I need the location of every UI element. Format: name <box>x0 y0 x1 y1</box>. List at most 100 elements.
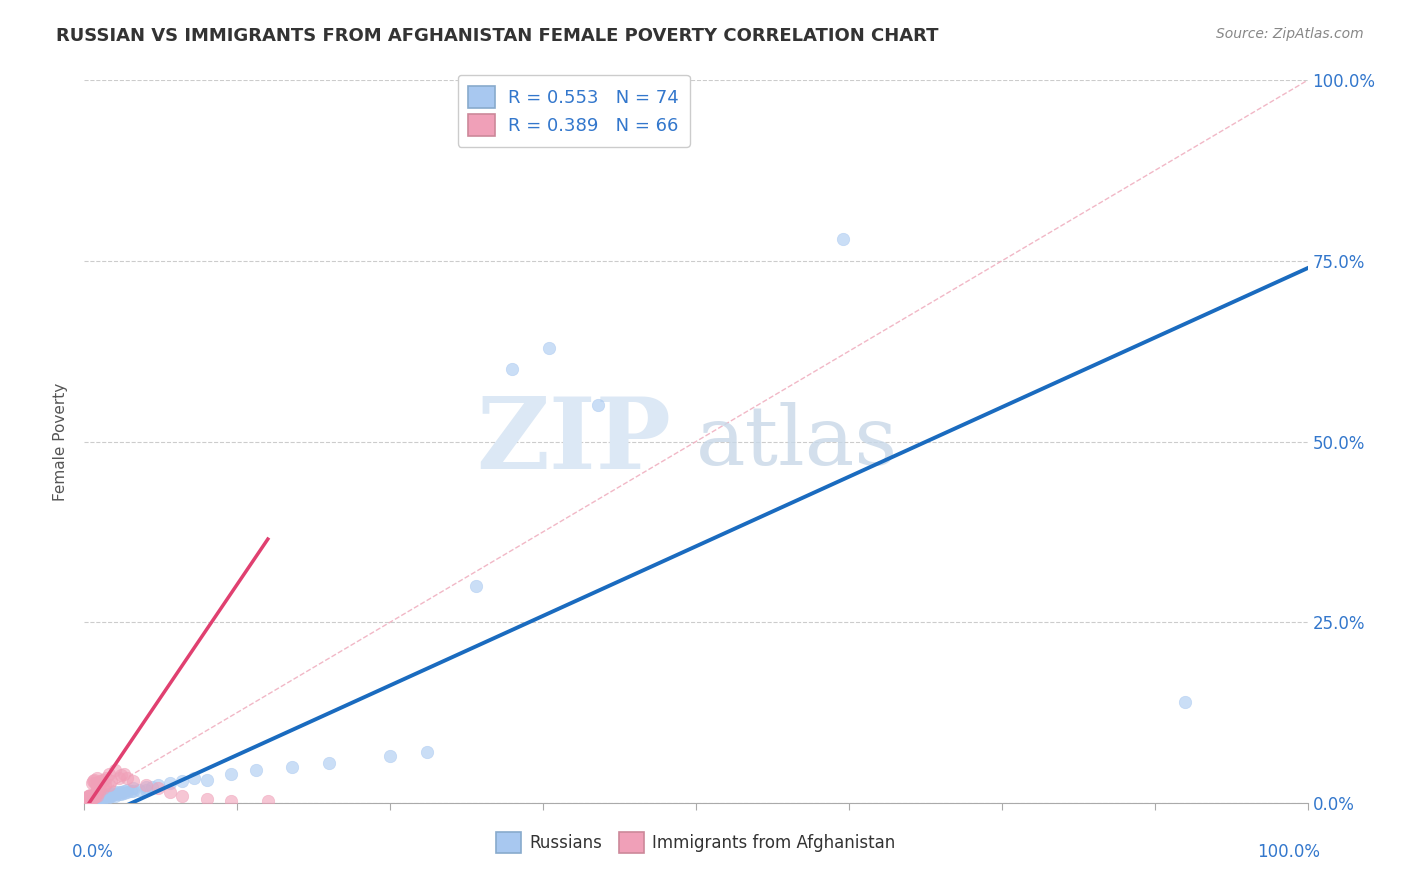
Point <box>79 789 101 804</box>
Point <box>146 778 169 792</box>
Point <box>83 791 105 805</box>
Point <box>100 787 122 801</box>
Point <box>318 756 340 770</box>
Point <box>79 790 101 805</box>
Point <box>82 774 104 789</box>
Point <box>97 767 120 781</box>
Point <box>80 789 103 804</box>
Point <box>83 789 105 803</box>
Point <box>91 789 114 803</box>
Point <box>79 790 101 805</box>
Point <box>86 793 108 807</box>
Point <box>120 784 142 798</box>
Point <box>91 790 114 805</box>
Point <box>89 790 111 805</box>
Point <box>86 790 108 805</box>
Point <box>135 782 157 797</box>
Point <box>86 789 108 803</box>
Point <box>122 774 145 789</box>
Point <box>115 785 138 799</box>
Point <box>91 791 114 805</box>
Point <box>128 782 150 797</box>
Point <box>84 789 107 804</box>
Point <box>76 792 98 806</box>
Point <box>281 760 304 774</box>
Point <box>104 785 127 799</box>
Point <box>77 790 100 805</box>
Point <box>110 768 132 782</box>
Point <box>86 785 108 799</box>
Point <box>83 790 105 805</box>
Point <box>107 771 129 785</box>
Point <box>77 790 100 805</box>
Text: atlas: atlas <box>696 401 898 482</box>
Point <box>416 745 439 759</box>
Point <box>76 793 98 807</box>
Point <box>77 790 100 805</box>
Point <box>79 792 101 806</box>
Text: 0.0%: 0.0% <box>72 843 114 861</box>
Point <box>107 787 129 801</box>
Point <box>79 789 101 803</box>
Point <box>91 772 114 787</box>
Point <box>86 778 108 792</box>
Point <box>87 785 110 799</box>
Point <box>159 775 181 789</box>
Point <box>104 789 127 803</box>
Point <box>83 772 105 787</box>
Point <box>83 790 105 805</box>
Point <box>97 787 120 801</box>
Point <box>89 774 111 789</box>
Point <box>79 790 101 805</box>
Point <box>135 780 157 794</box>
Point <box>79 791 101 805</box>
Point <box>91 781 114 796</box>
Point <box>831 232 853 246</box>
Point <box>87 791 110 805</box>
Point <box>219 767 242 781</box>
Point <box>86 790 108 805</box>
Point <box>77 789 100 804</box>
Y-axis label: Female Poverty: Female Poverty <box>53 383 69 500</box>
Point <box>79 790 101 805</box>
Point <box>87 790 110 805</box>
Point <box>245 764 267 778</box>
Point <box>76 791 98 805</box>
Point <box>83 792 105 806</box>
Point <box>96 788 118 802</box>
Point <box>79 792 101 806</box>
Point <box>502 362 524 376</box>
Point <box>86 791 108 805</box>
Point <box>86 788 108 802</box>
Point <box>97 789 120 803</box>
Point <box>77 791 100 805</box>
Point <box>122 784 145 798</box>
Legend: Russians, Immigrants from Afghanistan: Russians, Immigrants from Afghanistan <box>489 826 903 860</box>
Point <box>77 789 100 803</box>
Point <box>83 789 105 803</box>
Text: 100.0%: 100.0% <box>1257 843 1320 861</box>
Text: Source: ZipAtlas.com: Source: ZipAtlas.com <box>1216 27 1364 41</box>
Point <box>104 764 127 778</box>
Point <box>86 771 108 785</box>
Point <box>82 790 104 805</box>
Text: RUSSIAN VS IMMIGRANTS FROM AFGHANISTAN FEMALE POVERTY CORRELATION CHART: RUSSIAN VS IMMIGRANTS FROM AFGHANISTAN F… <box>56 27 939 45</box>
Point <box>115 782 138 797</box>
Point <box>257 794 280 808</box>
Point <box>79 788 101 802</box>
Point <box>112 767 135 781</box>
Point <box>77 790 100 805</box>
Point <box>77 790 100 805</box>
Point <box>77 792 100 806</box>
Point <box>89 789 111 803</box>
Point <box>80 791 103 805</box>
Point <box>82 789 104 803</box>
Point <box>89 781 111 796</box>
Point <box>159 785 181 799</box>
Point <box>76 790 98 805</box>
Point <box>135 778 157 792</box>
Point <box>94 790 117 805</box>
Point <box>586 398 609 412</box>
Point <box>110 785 132 799</box>
Point <box>104 787 127 801</box>
